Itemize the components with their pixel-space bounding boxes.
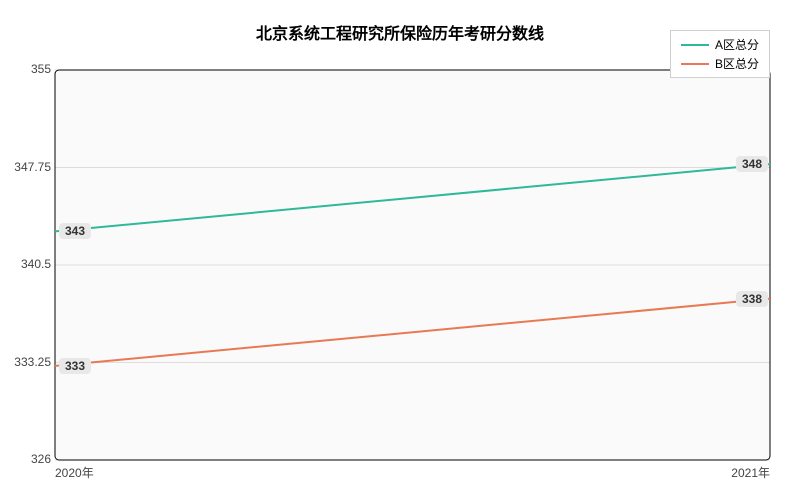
legend-label-a: A区总分 (715, 36, 759, 53)
x-axis-tick-label: 2020年 (55, 464, 94, 481)
legend-swatch-b (681, 63, 709, 65)
y-axis-tick-label: 347.75 (14, 160, 51, 174)
data-point-label: 333 (59, 358, 91, 374)
x-axis-tick-label: 2021年 (731, 464, 770, 481)
y-axis-tick-label: 333.25 (14, 355, 51, 369)
legend: A区总分 B区总分 (670, 30, 770, 78)
data-point-label: 343 (59, 223, 91, 239)
y-axis-tick-label: 326 (31, 452, 51, 466)
chart-container: 北京系统工程研究所保险历年考研分数线 A区总分 B区总分 326333.2534… (0, 0, 800, 500)
legend-item-b: B区总分 (681, 54, 759, 73)
legend-label-b: B区总分 (715, 55, 759, 72)
data-point-label: 338 (736, 291, 768, 307)
data-point-label: 348 (736, 156, 768, 172)
y-axis-tick-label: 340.5 (21, 257, 51, 271)
legend-swatch-a (681, 44, 709, 46)
legend-item-a: A区总分 (681, 35, 759, 54)
y-axis-tick-label: 355 (31, 62, 51, 76)
